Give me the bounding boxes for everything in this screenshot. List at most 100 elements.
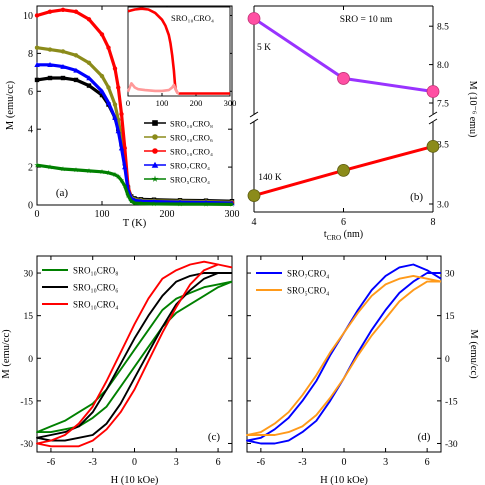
y-tick-label: 15 — [24, 312, 34, 322]
y-tick-label: 30 — [24, 270, 34, 280]
x-axis-label: T (K) — [123, 218, 147, 229]
x-tick-label: -6 — [257, 457, 265, 468]
y-tick-label: 15 — [445, 312, 455, 322]
series-SRO₇CRO₄ — [246, 263, 442, 445]
data-point — [247, 189, 261, 203]
y-axis-label: M (10⁻⁶ emu) — [467, 81, 478, 138]
data-point — [128, 198, 134, 204]
data-point — [122, 145, 127, 151]
data-point — [47, 75, 53, 81]
data-point — [99, 88, 105, 94]
data-point — [99, 169, 105, 175]
data-point — [122, 183, 128, 189]
x-tick-label: 3 — [174, 457, 179, 468]
axis-break — [428, 111, 438, 118]
data-point — [73, 67, 79, 73]
data-point — [138, 200, 144, 206]
x-tick-label: 6 — [425, 457, 430, 468]
y-tick-label: -30 — [20, 440, 33, 450]
inset-x-tick-label: 100 — [156, 98, 169, 108]
y-tick-label: 4 — [28, 125, 33, 136]
y-tick-label: 6 — [28, 87, 33, 98]
legend-label: SRO₁₀CRO₄ — [170, 147, 213, 157]
data-point — [122, 164, 128, 170]
x-tick-label: 100 — [95, 209, 110, 220]
series-label: 5 K — [257, 43, 271, 53]
legend-label: SRO₁₀CRO₆ — [73, 283, 118, 293]
x-tick-label: -3 — [89, 457, 97, 468]
x-tick-label: 0 — [35, 209, 40, 220]
inset-x-tick-label: 200 — [190, 98, 203, 108]
data-point — [47, 62, 53, 67]
data-point — [86, 168, 92, 174]
data-point — [47, 9, 53, 14]
data-point — [86, 60, 92, 66]
data-point — [73, 77, 79, 83]
data-point — [105, 99, 112, 105]
x-tick-label: -3 — [298, 457, 306, 468]
legend-label: SRO₅CRO₄ — [287, 286, 329, 296]
legend-marker — [152, 134, 158, 140]
legend-label: SRO₁₀CRO₆ — [170, 133, 213, 143]
x-tick-label: -6 — [47, 457, 55, 468]
panel-b: 4 6 8 7.5 8.0 8.5 3.0 3.5 SRO = 10 nm tCRO (nm) M … — [247, 5, 478, 242]
data-point — [73, 9, 79, 14]
inset-series-FC — [126, 82, 180, 95]
y-tick-label: 8.0 — [437, 61, 449, 71]
data-point — [34, 77, 40, 83]
legend-marker — [151, 175, 159, 182]
data-point — [112, 171, 118, 177]
series-5 K: 5 K — [247, 12, 440, 98]
data-point — [203, 201, 209, 207]
data-point — [47, 47, 53, 52]
inset-x-tick-label: 300 — [224, 98, 237, 108]
x-tick-label: 0 — [132, 457, 137, 468]
legend-marker — [151, 161, 159, 168]
data-point — [106, 45, 111, 50]
data-point — [116, 85, 121, 90]
data-point — [99, 92, 105, 98]
y-tick-label: 0 — [445, 355, 450, 365]
y-tick-label: -15 — [445, 397, 458, 407]
data-point — [112, 115, 118, 121]
data-point — [73, 53, 79, 58]
data-point — [105, 169, 112, 176]
inset-frame — [127, 6, 231, 97]
y-tick-label: 8 — [28, 49, 33, 60]
data-point — [106, 85, 111, 90]
data-point — [47, 164, 53, 170]
series-SRO₅CRO₄ — [34, 162, 235, 207]
data-point — [60, 166, 66, 172]
data-point — [112, 102, 118, 107]
data-point — [86, 75, 92, 81]
x-axis-label: H (10 kOe) — [320, 475, 368, 485]
inset-x-tick-label: 0 — [126, 98, 130, 108]
data-point — [60, 75, 66, 81]
data-point — [99, 73, 105, 79]
data-point — [426, 85, 440, 98]
panel-label: (b) — [410, 191, 423, 203]
x-tick-label: 0 — [342, 457, 347, 468]
data-point — [337, 72, 350, 85]
inset-label: SRO₁₀CRO₄ — [171, 13, 214, 23]
data-point — [60, 49, 66, 54]
data-point — [86, 83, 92, 88]
axis-break — [249, 111, 259, 118]
x-tick-label: 200 — [160, 209, 175, 220]
x-tick-label: 6 — [216, 457, 221, 468]
y-tick-label: -30 — [445, 440, 458, 450]
data-point — [125, 192, 131, 198]
x-axis-label: tCRO (nm) — [324, 229, 363, 242]
x-tick-label: 3 — [383, 457, 388, 468]
y-axis-label: M (emu/cc) — [1, 329, 12, 379]
data-point — [119, 111, 124, 117]
data-point — [131, 200, 138, 206]
data-point — [247, 12, 261, 25]
x-tick-label: 6 — [341, 217, 346, 228]
legend-label: SRO₁₀CRO₄ — [73, 300, 118, 310]
data-point — [229, 201, 235, 207]
y-tick-label: 10 — [23, 11, 33, 22]
data-point — [118, 177, 125, 183]
series-SRO₁₀CRO₄ — [36, 260, 233, 448]
